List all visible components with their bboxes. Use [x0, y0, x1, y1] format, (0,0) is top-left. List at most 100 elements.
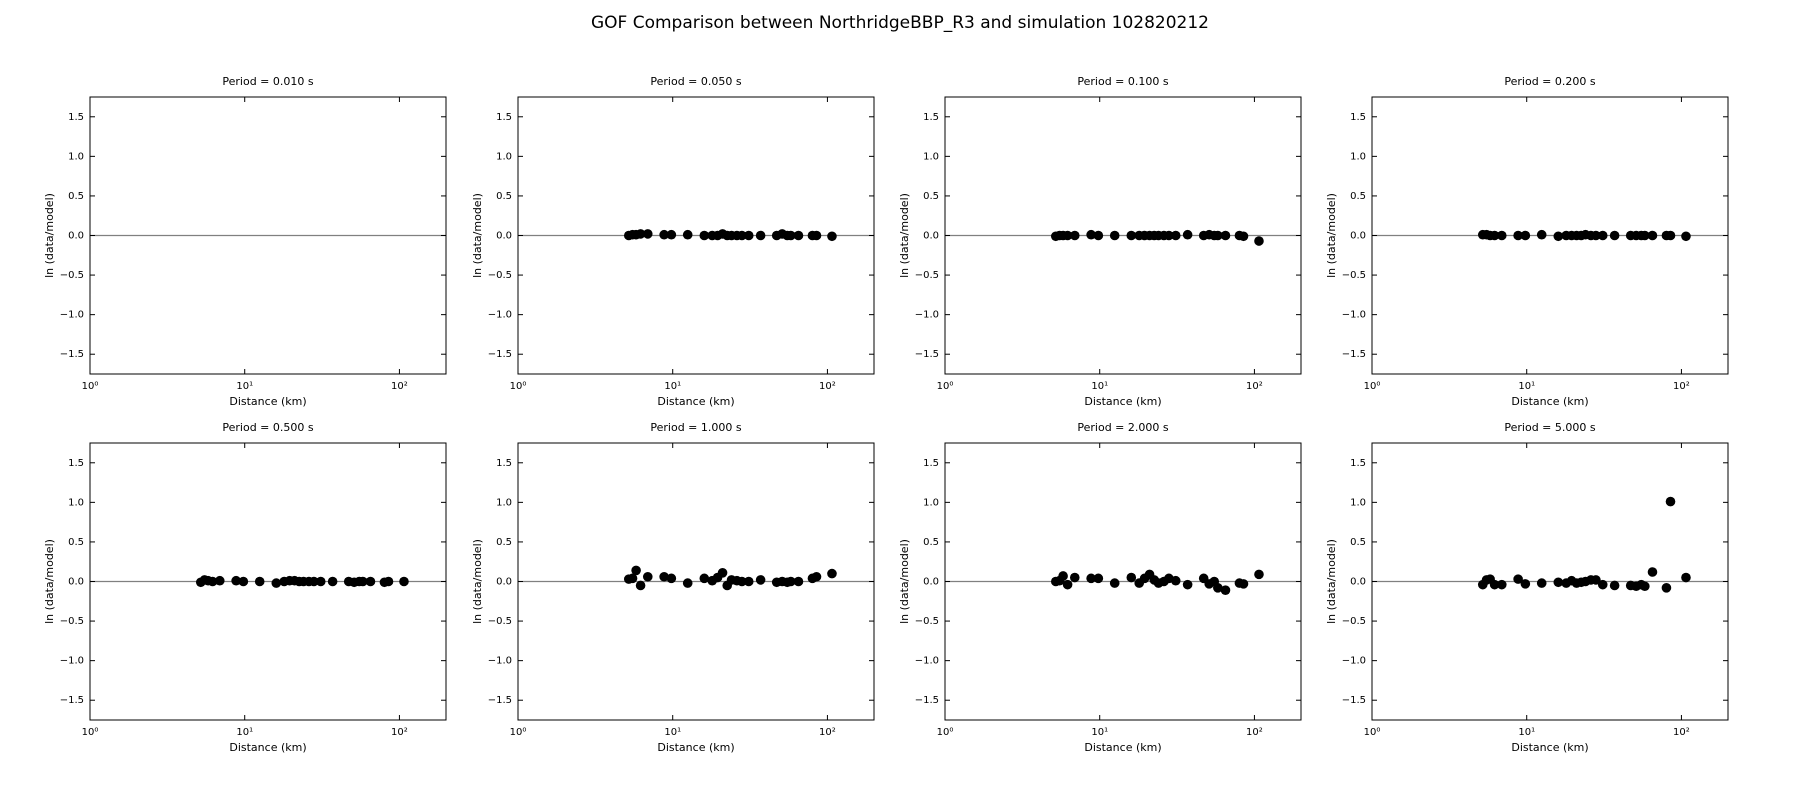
data-point [271, 578, 282, 588]
subplot: Period = 0.050 s Distance (km) ln (data/mo… [471, 75, 875, 408]
plot-frame [1371, 442, 1729, 721]
data-point [1489, 579, 1500, 590]
data-point [1536, 229, 1547, 240]
data-point [1520, 230, 1531, 241]
x-tick-label: 10¹ [236, 381, 253, 392]
data-point [737, 230, 747, 241]
data-point [1086, 229, 1096, 240]
y-tick-label: −0.5 [488, 270, 512, 281]
x-axis-label: Distance (km) [1511, 741, 1588, 754]
data-point [1640, 581, 1650, 592]
y-tick-label: −1.0 [1342, 656, 1366, 667]
y-axis-label: ln (data/model) [1325, 193, 1338, 278]
y-tick-label: 0.5 [68, 191, 84, 202]
x-tick-label: 10² [819, 381, 836, 392]
y-tick-label: 0.5 [496, 191, 512, 202]
data-point [627, 573, 638, 584]
subplot: Period = 5.000 s Distance (km) ln (data/mo… [1325, 421, 1729, 754]
y-tick-label: 1.0 [1350, 151, 1366, 162]
x-tick-label: 10⁰ [510, 727, 527, 738]
data-point [1496, 230, 1507, 241]
data-point [1609, 580, 1620, 591]
y-tick-label: 0.5 [1350, 191, 1366, 202]
y-tick-label: −1.5 [60, 695, 84, 706]
x-tick-label: 10¹ [1091, 727, 1108, 738]
data-point [793, 230, 804, 241]
data-point [635, 580, 646, 591]
data-point [631, 565, 641, 576]
y-tick-label: −1.0 [60, 656, 84, 667]
x-tick-label: 10² [1246, 381, 1263, 392]
plot-frame [517, 442, 875, 721]
y-tick-label: −1.5 [60, 349, 84, 360]
y-tick-label: 1.5 [1350, 458, 1366, 469]
y-tick-label: 1.0 [496, 497, 512, 508]
x-tick-label: 10⁰ [937, 727, 954, 738]
x-axis-label: Distance (km) [229, 741, 306, 754]
y-axis-label: ln (data/model) [43, 539, 56, 624]
x-tick-label: 10² [391, 727, 408, 738]
data-point [1069, 572, 1080, 583]
x-tick-label: 10¹ [664, 381, 681, 392]
plot-frame [944, 96, 1302, 375]
data-point [743, 576, 754, 587]
data-point [1220, 230, 1231, 241]
subplot: Period = 1.000 s Distance (km) ln (data/mo… [471, 421, 875, 754]
data-point [1220, 585, 1231, 596]
data-point [383, 576, 394, 587]
y-axis-label: ln (data/model) [1325, 539, 1338, 624]
x-axis-label: Distance (km) [1084, 741, 1161, 754]
x-tick-label: 10² [1673, 727, 1690, 738]
data-point [1126, 572, 1137, 583]
y-tick-label: 1.5 [496, 458, 512, 469]
data-point [1086, 573, 1096, 584]
y-axis-label: ln (data/model) [43, 193, 56, 278]
data-point [682, 578, 693, 588]
y-tick-label: −0.5 [1342, 270, 1366, 281]
data-point [1520, 579, 1531, 589]
x-tick-label: 10² [819, 727, 836, 738]
data-point [827, 231, 837, 242]
data-point [1665, 496, 1676, 507]
data-point [659, 229, 669, 240]
y-tick-label: −1.5 [1342, 349, 1366, 360]
data-point [1182, 579, 1193, 590]
plot-frame [517, 96, 875, 375]
subplot: Period = 0.500 s Distance (km) ln (data/mo… [43, 421, 447, 754]
y-axis-label: ln (data/model) [471, 193, 484, 278]
y-tick-label: 1.0 [923, 497, 939, 508]
data-point [1647, 567, 1658, 577]
data-point [1170, 230, 1181, 241]
y-tick-label: 0.5 [1350, 537, 1366, 548]
x-tick-label: 10⁰ [937, 381, 954, 392]
subplot-title: Period = 0.010 s [222, 75, 313, 88]
y-tick-label: 0.0 [496, 231, 512, 242]
y-tick-label: 0.5 [923, 537, 939, 548]
y-tick-label: 1.0 [923, 151, 939, 162]
data-point [1513, 574, 1523, 584]
data-point [238, 576, 249, 587]
y-tick-label: −0.5 [60, 616, 84, 627]
data-point [1254, 236, 1264, 246]
x-tick-label: 10² [1246, 727, 1263, 738]
x-tick-label: 10⁰ [1364, 381, 1381, 392]
subplot-title: Period = 0.200 s [1504, 75, 1595, 88]
data-point [327, 576, 338, 587]
y-tick-label: 1.5 [1350, 112, 1366, 123]
data-point [1213, 583, 1223, 593]
subplot-title: Period = 1.000 s [650, 421, 741, 434]
y-tick-label: 0.0 [1350, 231, 1366, 242]
data-point [399, 576, 409, 587]
y-tick-label: −1.5 [915, 349, 939, 360]
x-tick-label: 10¹ [236, 727, 253, 738]
x-tick-label: 10⁰ [510, 381, 527, 392]
y-tick-label: 1.0 [68, 151, 84, 162]
data-point [1254, 569, 1264, 580]
x-tick-label: 10² [391, 381, 408, 392]
figure-title: GOF Comparison between NorthridgeBBP_R3 … [591, 13, 1209, 33]
data-point [315, 576, 326, 587]
data-point [743, 230, 754, 241]
x-tick-label: 10⁰ [82, 381, 99, 392]
data-point [682, 229, 693, 240]
